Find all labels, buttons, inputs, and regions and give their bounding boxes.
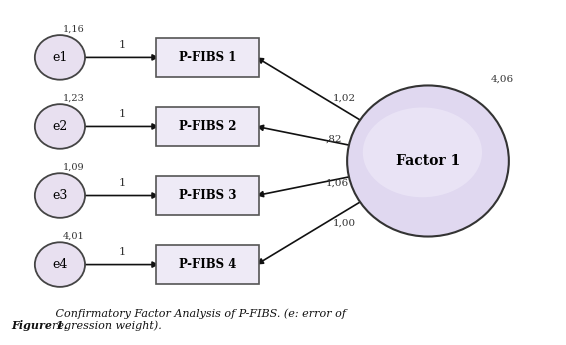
FancyBboxPatch shape	[156, 176, 259, 215]
Text: e3: e3	[52, 189, 67, 202]
Text: 1,16: 1,16	[63, 24, 84, 34]
Text: P-FIBS 4: P-FIBS 4	[179, 258, 237, 271]
Text: Factor 1: Factor 1	[396, 154, 460, 168]
Text: ,82: ,82	[326, 134, 342, 143]
Text: P-FIBS 3: P-FIBS 3	[179, 189, 237, 202]
Text: P-FIBS 2: P-FIBS 2	[179, 120, 237, 133]
Text: 1,00: 1,00	[333, 219, 356, 228]
Text: Confirmatory Factor Analysis of P-FIBS. (e: error of
regression weight).: Confirmatory Factor Analysis of P-FIBS. …	[52, 308, 346, 331]
FancyBboxPatch shape	[156, 245, 259, 284]
Text: P-FIBS 1: P-FIBS 1	[179, 51, 237, 64]
Text: 1: 1	[118, 109, 126, 119]
Text: 1,09: 1,09	[63, 163, 84, 172]
FancyBboxPatch shape	[156, 107, 259, 146]
Text: 1,06: 1,06	[326, 179, 349, 188]
Text: e4: e4	[52, 258, 67, 271]
Text: 1,02: 1,02	[333, 94, 356, 103]
Text: e2: e2	[52, 120, 67, 133]
Ellipse shape	[347, 86, 509, 237]
FancyBboxPatch shape	[156, 38, 259, 77]
Text: 4,06: 4,06	[490, 74, 513, 83]
Text: 4,01: 4,01	[63, 232, 84, 241]
Text: 1: 1	[118, 178, 126, 188]
Ellipse shape	[35, 35, 85, 80]
Text: 1: 1	[118, 247, 126, 257]
Ellipse shape	[35, 242, 85, 287]
Ellipse shape	[35, 104, 85, 149]
Text: 1,23: 1,23	[63, 94, 84, 103]
Ellipse shape	[35, 173, 85, 218]
Ellipse shape	[363, 108, 482, 197]
Text: e1: e1	[52, 51, 67, 64]
Text: Figure 1.: Figure 1.	[11, 320, 68, 331]
Text: 1: 1	[118, 40, 126, 50]
